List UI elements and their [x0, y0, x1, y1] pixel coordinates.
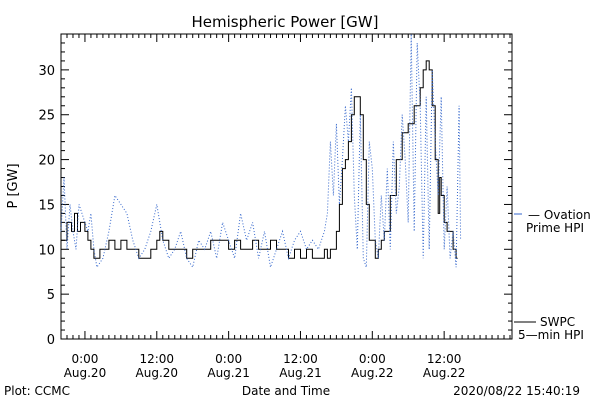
legend-ovation-line-1: — Ovation [528, 208, 591, 222]
series-line-ovation-prime-hpi [60, 33, 462, 269]
y-tick-label: 25 [38, 109, 55, 124]
x-tick-label: 12:00 [139, 352, 174, 366]
y-tick-label: 30 [38, 64, 55, 79]
y-tick-label: 5 [47, 288, 55, 303]
x-axis-label: Date and Time [242, 384, 330, 398]
x-tick-label: 0:00 [359, 352, 386, 366]
footer-credit: Plot: CCMC [4, 384, 70, 398]
x-tick-label: 12:00 [427, 352, 462, 366]
y-tick-label: 15 [38, 198, 55, 213]
x-tick-date-label: Aug.21 [279, 366, 322, 380]
y-axis-label: P [GW] [6, 163, 21, 208]
chart-title: Hemispheric Power [GW] [192, 13, 379, 31]
y-tick-label: 20 [38, 154, 55, 169]
x-axis: 0:00Aug.2012:00Aug.200:00Aug.2112:00Aug.… [60, 34, 511, 380]
y-tick-label: 0 [47, 333, 55, 348]
x-tick-date-label: Aug.20 [64, 366, 107, 380]
series-line-swpc-hpi [61, 60, 458, 259]
x-tick-label: 0:00 [215, 352, 242, 366]
x-tick-date-label: Aug.21 [207, 366, 250, 380]
legend-ovation-line-2: Prime HPI [526, 221, 584, 235]
x-tick-date-label: Aug.20 [136, 366, 179, 380]
y-tick-label: 10 [38, 243, 55, 258]
series-layer [60, 33, 462, 269]
x-tick-label: 12:00 [283, 352, 318, 366]
x-tick-label: 0:00 [71, 352, 98, 366]
plot-area-frame [60, 33, 513, 340]
legend-swpc-line-2: 5—min HPI [518, 328, 584, 342]
legend: — Ovation Prime HPI SWPC 5—min HPI [514, 208, 591, 342]
x-tick-date-label: Aug.22 [423, 366, 466, 380]
legend-swpc-line-1: SWPC [540, 315, 575, 329]
footer-timestamp: 2020/08/22 15:40:19 [453, 384, 580, 398]
x-tick-date-label: Aug.22 [351, 366, 394, 380]
